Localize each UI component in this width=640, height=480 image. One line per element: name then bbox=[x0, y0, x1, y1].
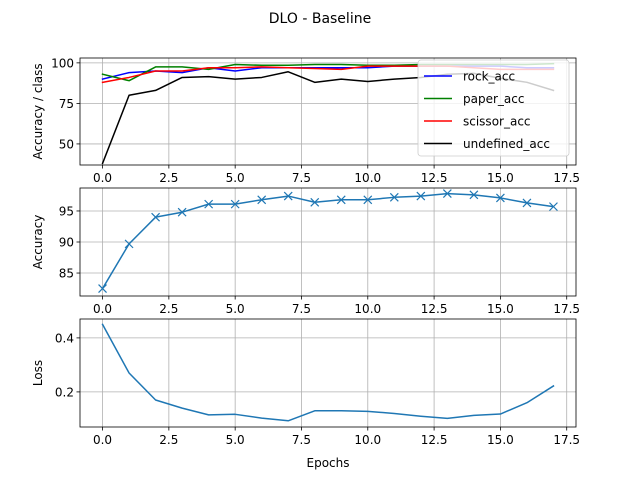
y-axis-label: Loss bbox=[31, 360, 45, 386]
data-point-marker bbox=[230, 199, 240, 209]
data-point-marker bbox=[336, 195, 346, 205]
legend-box bbox=[417, 59, 570, 157]
x-tick-label: 2.5 bbox=[159, 302, 178, 316]
data-point-marker bbox=[177, 207, 187, 217]
figure-title: DLO - Baseline bbox=[269, 11, 371, 27]
x-tick-label: 5.0 bbox=[226, 433, 245, 447]
x-tick-label: 15.0 bbox=[487, 433, 514, 447]
data-point-marker bbox=[310, 197, 320, 207]
x-tick-label: 15.0 bbox=[487, 171, 514, 185]
x-tick-label: 7.5 bbox=[292, 433, 311, 447]
x-tick-label: 17.5 bbox=[553, 171, 580, 185]
y-axis-label: Accuracy bbox=[31, 215, 45, 270]
x-tick-label: 12.5 bbox=[421, 302, 448, 316]
x-tick-label: 10.0 bbox=[354, 433, 381, 447]
x-tick-label: 5.0 bbox=[226, 171, 245, 185]
data-point-marker bbox=[389, 192, 399, 202]
x-tick-label: 2.5 bbox=[159, 171, 178, 185]
legend-label-undefined_acc: undefined_acc bbox=[463, 137, 550, 151]
x-tick-label: 7.5 bbox=[292, 171, 311, 185]
plot-frame bbox=[79, 57, 577, 166]
data-point-marker bbox=[442, 189, 452, 199]
x-tick-label: 7.5 bbox=[292, 302, 311, 316]
data-point-marker bbox=[363, 195, 373, 205]
x-tick-label: 17.5 bbox=[553, 433, 580, 447]
subplot-2: 0.0 2.5 5.0 7.5 10.0 12.5 15.0 17.5 85 90 95 Accura… bbox=[31, 187, 580, 316]
x-tick-label: 10.0 bbox=[354, 171, 381, 185]
x-axis-label: Epochs bbox=[307, 456, 350, 470]
x-tick-label: 12.5 bbox=[421, 171, 448, 185]
series-line-series-1 bbox=[101, 192, 555, 290]
x-tick-label: 5.0 bbox=[226, 302, 245, 316]
x-tick-label: 17.5 bbox=[553, 302, 580, 316]
data-point-marker bbox=[204, 199, 214, 209]
legend-label-scissor_acc: scissor_acc bbox=[463, 115, 531, 129]
x-tick-label: 10.0 bbox=[354, 302, 381, 316]
subplot-3: 0.0 2.5 5.0 7.5 10.0 12.5 15.0 17.5 0.2 0.4 Loss Ep… bbox=[31, 318, 580, 470]
y-tick-label: 95 bbox=[59, 204, 74, 218]
legend-label-rock_acc: rock_acc bbox=[463, 70, 515, 84]
y-tick-label: 75 bbox=[59, 97, 74, 111]
data-point-marker bbox=[549, 202, 558, 212]
data-point-marker bbox=[283, 191, 293, 201]
legend-label-paper_acc: paper_acc bbox=[463, 92, 524, 106]
data-point-marker bbox=[124, 239, 134, 249]
x-tick-label: 0.0 bbox=[93, 433, 112, 447]
x-tick-label: 2.5 bbox=[159, 433, 178, 447]
x-tick-label: 12.5 bbox=[421, 433, 448, 447]
y-tick-label: 100 bbox=[51, 56, 74, 70]
subplot-1: 0.0 2.5 5.0 7.5 10.0 12.5 15.0 17.5 50 75 100 Accur… bbox=[31, 56, 580, 185]
plot-frame bbox=[79, 318, 577, 428]
y-tick-label: 0.4 bbox=[55, 331, 74, 345]
data-point-marker bbox=[257, 195, 267, 205]
plots-group: 0.0 2.5 5.0 7.5 10.0 12.5 15.0 17.5 50 75 100 Accur… bbox=[31, 56, 580, 470]
x-tick-label: 0.0 bbox=[93, 171, 112, 185]
x-tick-label: 0.0 bbox=[93, 302, 112, 316]
y-tick-label: 0.2 bbox=[55, 385, 74, 399]
data-point-marker bbox=[495, 193, 505, 203]
legend: rock_acc paper_acc scissor_acc undefined_ac… bbox=[417, 59, 570, 157]
y-tick-label: 85 bbox=[59, 267, 74, 281]
data-point-marker bbox=[416, 191, 426, 201]
data-point-marker bbox=[469, 190, 479, 200]
x-tick-label: 15.0 bbox=[487, 302, 514, 316]
y-axis-label: Accuracy / class bbox=[31, 63, 45, 159]
series-line-series-1 bbox=[101, 323, 555, 422]
data-point-marker bbox=[522, 198, 532, 208]
y-tick-label: 90 bbox=[59, 236, 74, 250]
y-tick-label: 50 bbox=[59, 137, 74, 151]
data-point-marker bbox=[151, 212, 161, 222]
data-point-marker bbox=[98, 284, 107, 293]
